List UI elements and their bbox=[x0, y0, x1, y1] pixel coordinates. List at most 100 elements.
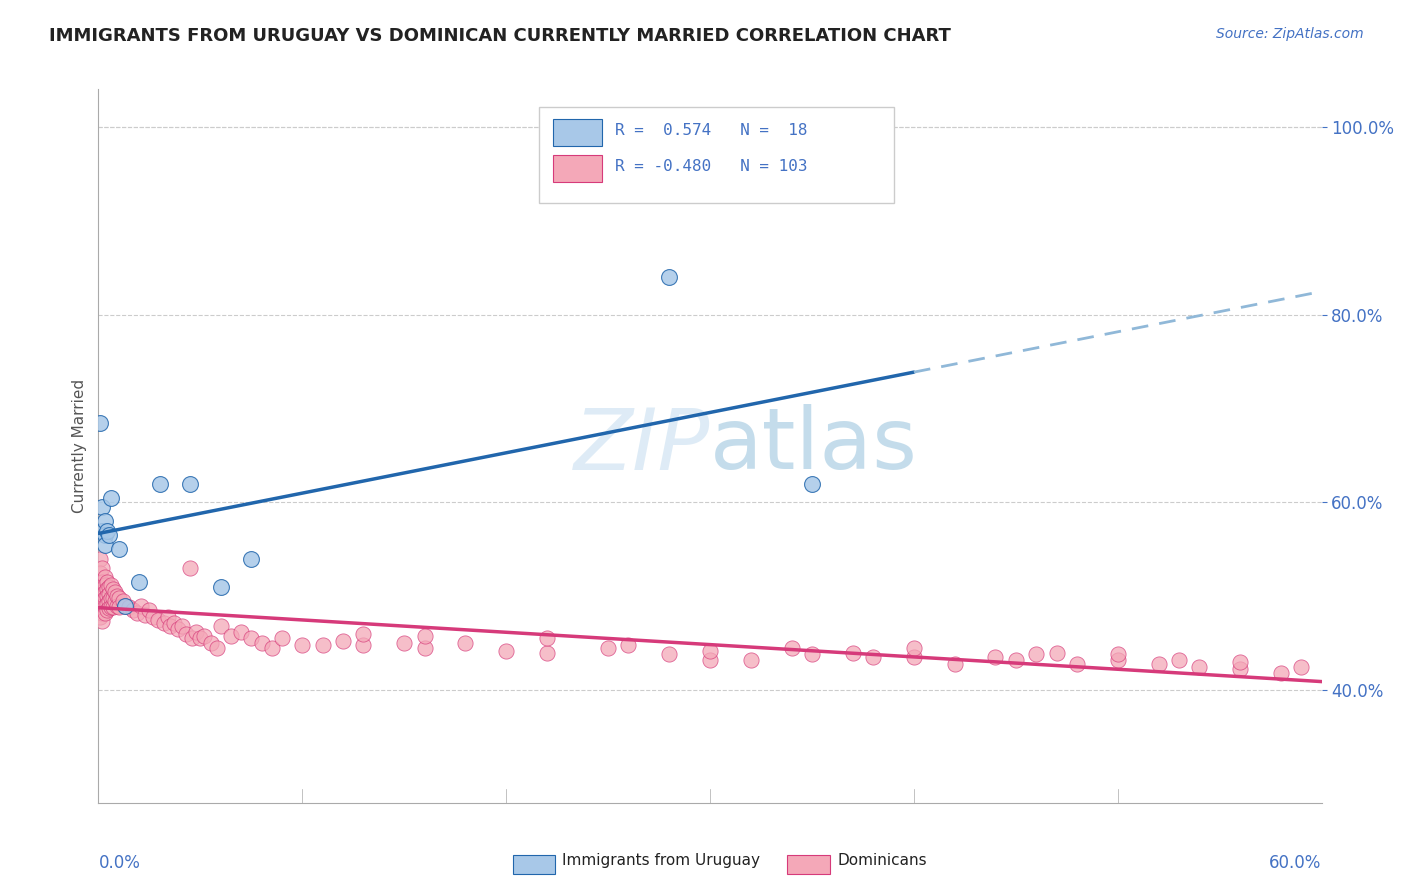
Point bbox=[100, 591, 122, 606]
Point bbox=[89, 566, 111, 580]
Point bbox=[97, 587, 120, 601]
Point bbox=[167, 622, 190, 636]
Point bbox=[903, 640, 925, 655]
Point bbox=[101, 600, 124, 615]
Point bbox=[128, 575, 150, 590]
Point bbox=[142, 610, 165, 624]
Bar bbox=[554, 120, 602, 146]
Point bbox=[149, 476, 172, 491]
Point bbox=[240, 551, 263, 566]
Point bbox=[93, 578, 115, 592]
Point bbox=[96, 589, 118, 603]
Point bbox=[658, 270, 681, 285]
Point bbox=[312, 638, 335, 652]
Point bbox=[179, 476, 201, 491]
Point bbox=[1107, 648, 1129, 662]
Point bbox=[91, 500, 114, 514]
Point bbox=[91, 606, 114, 620]
Point bbox=[134, 607, 156, 622]
Point bbox=[118, 600, 141, 615]
Point bbox=[97, 594, 120, 608]
Point bbox=[91, 575, 114, 590]
Point bbox=[89, 551, 111, 566]
Point bbox=[97, 580, 120, 594]
Point bbox=[205, 640, 228, 655]
Y-axis label: Currently Married: Currently Married bbox=[72, 379, 87, 513]
Point bbox=[240, 632, 263, 646]
Point bbox=[93, 514, 115, 528]
Point bbox=[801, 648, 824, 662]
Text: R =  0.574   N =  18: R = 0.574 N = 18 bbox=[614, 123, 807, 138]
Point bbox=[111, 594, 134, 608]
Text: 60.0%: 60.0% bbox=[1270, 855, 1322, 872]
Point bbox=[96, 597, 118, 611]
Point bbox=[93, 584, 115, 599]
Point bbox=[114, 599, 136, 613]
Point bbox=[392, 636, 416, 650]
Point bbox=[97, 528, 120, 542]
Text: atlas: atlas bbox=[710, 404, 918, 488]
Text: Source: ZipAtlas.com: Source: ZipAtlas.com bbox=[1216, 27, 1364, 41]
Point bbox=[495, 643, 517, 657]
Point bbox=[413, 629, 436, 643]
Point bbox=[91, 591, 114, 606]
FancyBboxPatch shape bbox=[538, 107, 893, 203]
Point bbox=[209, 619, 232, 633]
Point bbox=[740, 653, 762, 667]
Point bbox=[903, 650, 925, 665]
Point bbox=[943, 657, 966, 671]
Point bbox=[1107, 653, 1129, 667]
Point bbox=[219, 629, 242, 643]
Point bbox=[1147, 657, 1170, 671]
Point bbox=[91, 599, 114, 613]
Point bbox=[93, 599, 115, 613]
Point bbox=[598, 640, 620, 655]
Point bbox=[108, 591, 131, 606]
Point bbox=[156, 610, 179, 624]
Point bbox=[93, 606, 115, 620]
Point bbox=[138, 603, 160, 617]
Point bbox=[104, 594, 127, 608]
Point bbox=[179, 561, 201, 575]
Point bbox=[1229, 663, 1251, 677]
Point bbox=[188, 632, 212, 646]
Point bbox=[104, 584, 127, 599]
Text: IMMIGRANTS FROM URUGUAY VS DOMINICAN CURRENTLY MARRIED CORRELATION CHART: IMMIGRANTS FROM URUGUAY VS DOMINICAN CUR… bbox=[49, 27, 950, 45]
Point bbox=[89, 599, 111, 613]
Point bbox=[699, 653, 721, 667]
Point bbox=[89, 589, 111, 603]
Point bbox=[1270, 666, 1292, 681]
Point bbox=[93, 538, 115, 552]
Point bbox=[1066, 657, 1088, 671]
Point bbox=[114, 599, 136, 613]
Point bbox=[250, 636, 273, 650]
Point bbox=[170, 619, 193, 633]
Point bbox=[181, 632, 204, 646]
Point bbox=[100, 600, 122, 615]
Point bbox=[1188, 659, 1211, 673]
Point bbox=[93, 591, 115, 606]
Point bbox=[291, 638, 314, 652]
Point bbox=[91, 614, 114, 628]
Point bbox=[93, 528, 115, 542]
Point bbox=[89, 416, 111, 430]
Text: Dominicans: Dominicans bbox=[838, 854, 928, 868]
Point bbox=[209, 580, 232, 594]
Point bbox=[101, 582, 124, 596]
Point bbox=[260, 640, 283, 655]
Point bbox=[699, 643, 721, 657]
Point bbox=[984, 650, 1007, 665]
Point bbox=[413, 640, 436, 655]
Point bbox=[127, 606, 149, 620]
Point bbox=[1004, 653, 1026, 667]
Point bbox=[100, 578, 122, 592]
Point bbox=[129, 599, 152, 613]
Point bbox=[100, 491, 122, 505]
Point bbox=[96, 575, 118, 590]
Point bbox=[89, 580, 111, 594]
Point bbox=[352, 627, 374, 641]
Point bbox=[186, 624, 208, 639]
Point bbox=[122, 603, 145, 617]
Point bbox=[91, 524, 114, 538]
Point bbox=[617, 638, 640, 652]
